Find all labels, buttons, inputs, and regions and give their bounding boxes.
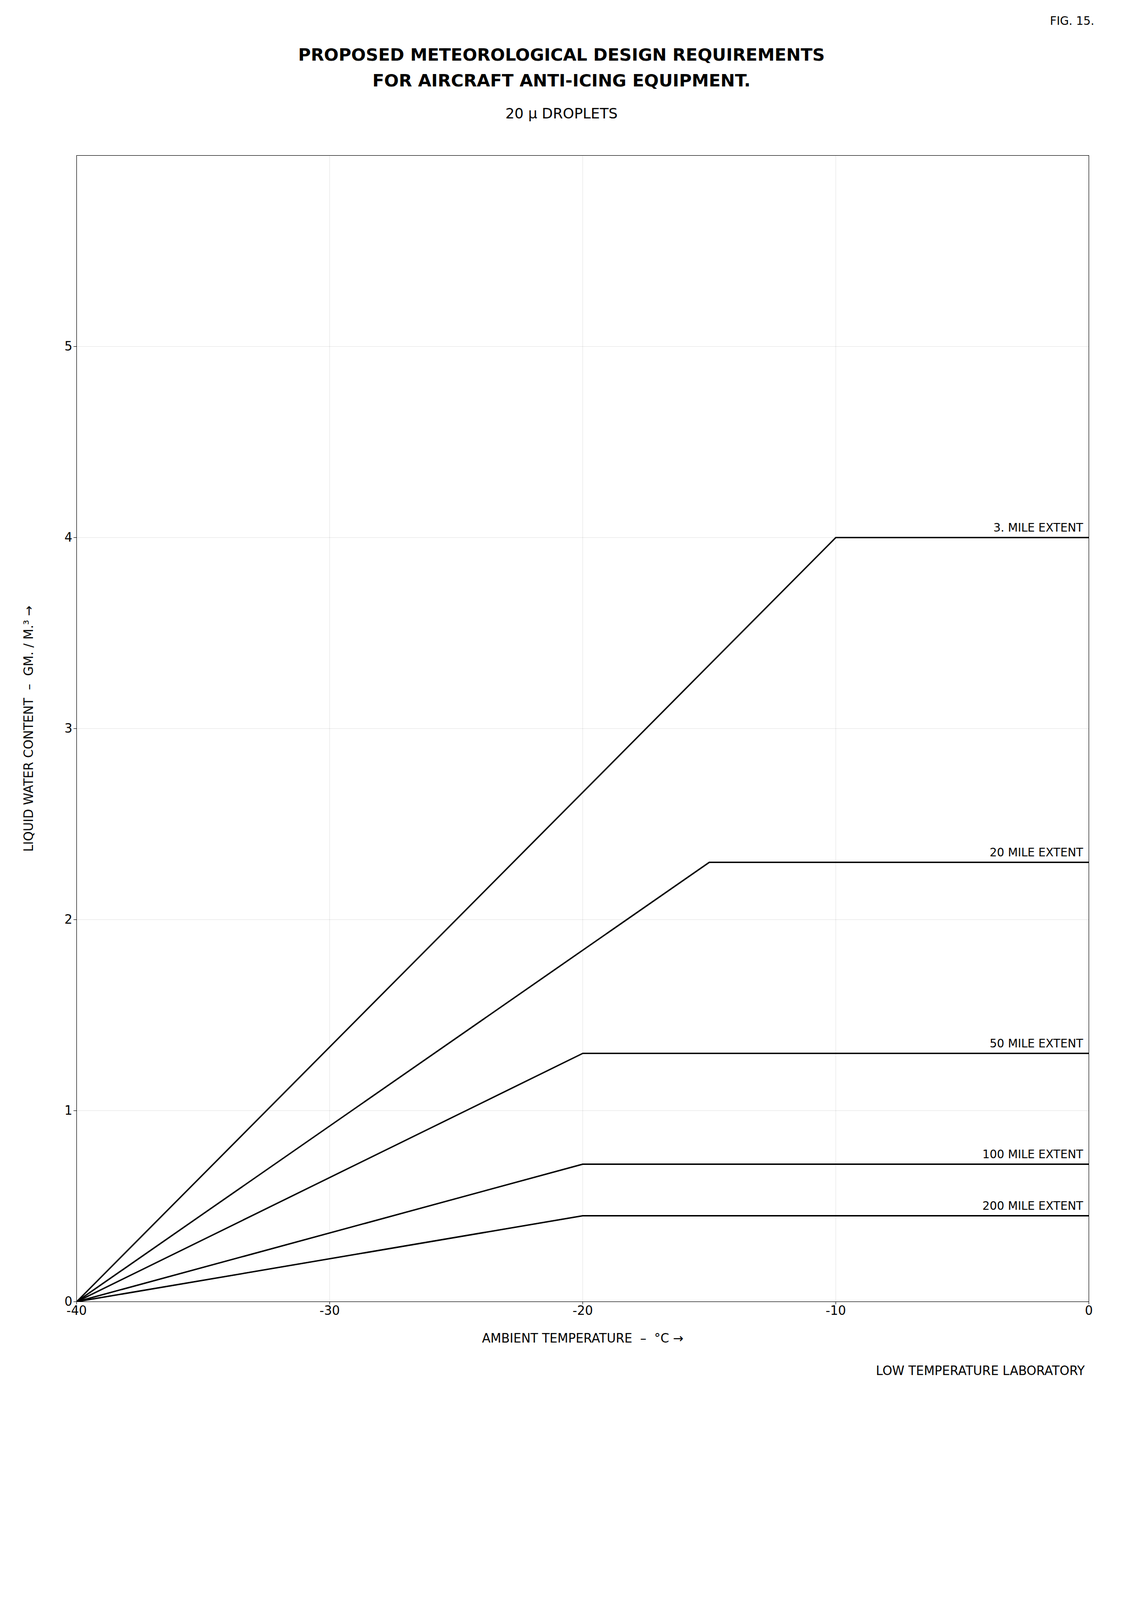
- svg-text:20 MILE EXTENT: 20 MILE EXTENT: [989, 845, 1084, 859]
- html-text:PROPOSED METEOROLOGICAL DESIGN: PROPOSED METEOROLOGICAL DESIGN REQUIREME…: [298, 44, 825, 65]
- html-text:FIG. 15.: FIG. 15.: [1049, 14, 1095, 28]
- html-text:LOW TEMPERATURE LABORATORY: LOW TEMPERATURE LABORATORY: [875, 1363, 1085, 1378]
- svg-text:200 MILE EXTENT: 200 MILE EXTENT: [982, 1198, 1083, 1213]
- svg-text:50 MILE EXTENT: 50 MILE EXTENT: [989, 1036, 1084, 1050]
- html-text:20 μ DROPLETS: 20 μ DROPLETS: [505, 105, 618, 122]
- svg-text:-30: -30: [319, 1303, 340, 1318]
- svg-text:0: 0: [1084, 1303, 1093, 1318]
- svg-text:0: 0: [64, 1293, 73, 1309]
- svg-text:LIQUID WATER CONTENT – GM. /: LIQUID WATER CONTENT – GM. / M.³ →: [21, 605, 36, 852]
- svg-text:3. MILE EXTENT: 3. MILE EXTENT: [993, 520, 1083, 535]
- svg-text:1: 1: [64, 1102, 73, 1118]
- html-text:FOR AIRCRAFT ANTI-ICING EQUIPM: FOR AIRCRAFT ANTI-ICING EQUIPMENT.: [372, 70, 751, 91]
- svg-text:5: 5: [64, 339, 73, 354]
- svg-text:100 MILE EXTENT: 100 MILE EXTENT: [982, 1147, 1083, 1161]
- svg-text:3: 3: [64, 720, 73, 736]
- svg-text:2: 2: [64, 911, 73, 927]
- svg-text:AMBIENT TEMPERATURE – °C →: AMBIENT TEMPERATURE – °C →: [481, 1330, 684, 1346]
- svg-text:4: 4: [64, 529, 73, 545]
- svg-text:-20: -20: [572, 1303, 593, 1318]
- svg-text:-10: -10: [825, 1303, 846, 1318]
- svg-text:-40: -40: [66, 1303, 87, 1318]
